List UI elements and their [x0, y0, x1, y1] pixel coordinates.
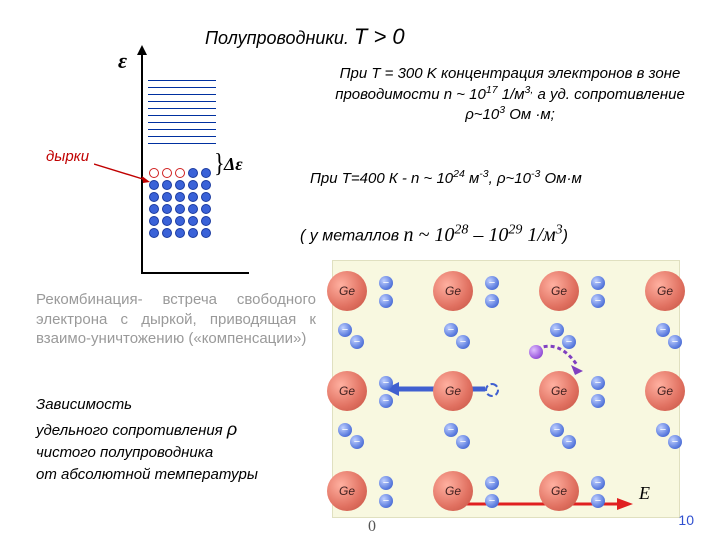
bond-electron: − [485, 276, 499, 290]
paragraph-3: ( у металлов n ~ 1028 – 1029 1/м3) [300, 222, 710, 247]
bond-electron: − [379, 376, 393, 390]
paragraph-2: При T=400 К - n ~ 1024 м-3, ρ~10-3 Ом·м [310, 168, 700, 189]
paragraph-1: При T = 300 K концентрация электронов в … [320, 64, 700, 125]
bond-electron: − [379, 294, 393, 308]
recombination-text: Рекомбинация- встреча свободного электро… [36, 290, 316, 349]
epsilon-symbol: ε [118, 48, 127, 74]
bond-electron: − [591, 494, 605, 508]
bond-electron: − [562, 335, 576, 349]
title-prefix: Полупроводники. [205, 28, 354, 48]
field-label: E⃗ [639, 483, 664, 504]
delta-epsilon-symbol: Δε [224, 154, 243, 175]
bond-electron: − [591, 394, 605, 408]
dependence-line2: удельного сопротивления ρ [36, 416, 316, 442]
bond-electron: − [656, 423, 670, 437]
title-condition: T > 0 [354, 24, 405, 49]
band-diagram [148, 80, 216, 240]
page-number: 10 [678, 512, 694, 528]
bond-electron: − [668, 435, 682, 449]
germanium-lattice: E⃗ GeGeGeGeGeGeGeGeGeGeGe−−−−−−−−−−−−−−−… [332, 260, 680, 518]
bond-electron: − [591, 276, 605, 290]
ge-atom: Ge [539, 471, 579, 511]
bond-electron: − [350, 435, 364, 449]
bond-electron: − [668, 335, 682, 349]
bond-electron: − [379, 276, 393, 290]
dependence-text: Зависимость удельного сопротивления ρ чи… [36, 394, 316, 485]
ge-atom: Ge [539, 271, 579, 311]
bond-electron: − [444, 423, 458, 437]
bond-electron: − [456, 335, 470, 349]
bond-electron: − [591, 476, 605, 490]
dependence-line4: от абсолютной температуры [36, 464, 316, 486]
bond-electron: − [338, 323, 352, 337]
slide-title: Полупроводники. T > 0 [205, 24, 405, 50]
ge-atom: Ge [433, 371, 473, 411]
bond-electron: − [591, 294, 605, 308]
bond-electron: − [485, 294, 499, 308]
energy-axis-horizontal [141, 272, 249, 274]
free-electron [529, 345, 543, 359]
zero-label: 0 [368, 518, 376, 536]
bond-electron: − [444, 323, 458, 337]
holes-arrow [94, 158, 150, 188]
ge-atom: Ge [433, 271, 473, 311]
bond-electron: − [485, 476, 499, 490]
ge-atom: Ge [645, 371, 685, 411]
bond-electron: − [485, 494, 499, 508]
bond-electron: − [562, 435, 576, 449]
bond-electron: − [456, 435, 470, 449]
lattice-hole [485, 383, 499, 397]
bond-electron: − [656, 323, 670, 337]
bond-electron: − [591, 376, 605, 390]
ge-atom: Ge [327, 271, 367, 311]
dependence-line1: Зависимость [36, 394, 316, 416]
ge-atom: Ge [327, 371, 367, 411]
ge-atom: Ge [327, 471, 367, 511]
ge-atom: Ge [539, 371, 579, 411]
bond-electron: − [379, 394, 393, 408]
bond-electron: − [379, 494, 393, 508]
bond-electron: − [550, 423, 564, 437]
bond-electron: − [338, 423, 352, 437]
dependence-line3: чистого полупроводника [36, 442, 316, 464]
bond-electron: − [379, 476, 393, 490]
bond-electron: − [550, 323, 564, 337]
ge-atom: Ge [433, 471, 473, 511]
bond-electron: − [350, 335, 364, 349]
ge-atom: Ge [645, 271, 685, 311]
holes-label: дырки [46, 148, 89, 165]
